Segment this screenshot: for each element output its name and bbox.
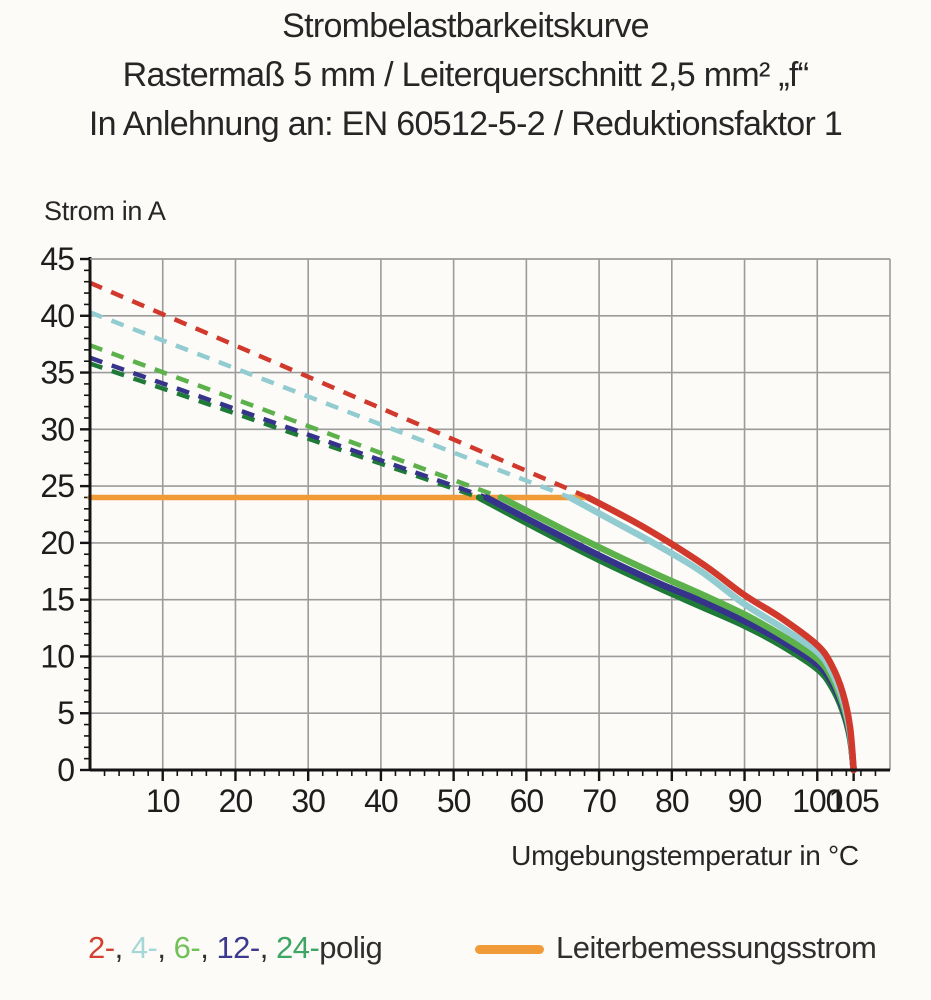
x-tick-label: 80 (655, 783, 689, 819)
legend-pole-label: 2- (88, 930, 115, 965)
x-tick-label: 20 (219, 783, 253, 819)
legend-pole-label: , (157, 930, 174, 965)
x-tick-label: 90 (728, 783, 762, 819)
y-tick-label: 25 (40, 468, 74, 504)
y-tick-label: 0 (57, 752, 74, 788)
rated-current-line-swatch (475, 945, 544, 954)
legend-pole-label: 6- (173, 930, 201, 965)
y-tick-label: 20 (40, 525, 74, 561)
x-tick-label: 70 (582, 783, 616, 819)
x-tick-label: 105 (828, 783, 879, 819)
chart-title: Strombelastbarkeitskurve (282, 7, 649, 45)
x-tick-label: 100 (792, 783, 843, 819)
x-tick-label: 60 (510, 783, 544, 819)
chart-subtitle-raster: Rastermaß 5 mm / Leiterquerschnitt 2,5 m… (122, 56, 809, 94)
y-tick-label: 35 (40, 355, 74, 391)
legend-pole-label: 12- (216, 930, 260, 965)
legend-pole-label: , (259, 930, 276, 965)
chart-subtitle-norm: In Anlehnung an: EN 60512-5-2 / Reduktio… (88, 105, 843, 143)
rated-current-label: Leiterbemessungsstrom (556, 930, 877, 965)
legend-pole-label: 4- (130, 930, 158, 965)
legend-pole-label: polig (319, 930, 383, 965)
legend-pole-counts: 2-, 4-, 6-, 12-, 24-polig (88, 930, 383, 966)
curve-dashed-4-polig (89, 310, 571, 500)
y-tick-label: 10 (40, 638, 74, 674)
x-axis-title: Umgebungstemperatur in °C (511, 840, 859, 871)
curve-dashed-6-polig (89, 343, 502, 500)
curve-solid-2-polig (584, 494, 857, 774)
x-tick-label: 40 (364, 783, 398, 819)
curve-dashed-24-polig (89, 361, 480, 500)
curve-solid-4-polig (566, 494, 857, 774)
y-tick-label: 45 (40, 241, 74, 277)
x-tick-label: 50 (437, 783, 471, 819)
legend-pole-label: , (114, 930, 131, 965)
title-block: Strombelastbarkeitskurve Rastermaß 5 mm … (0, 2, 931, 149)
x-tick-label: 30 (291, 783, 325, 819)
y-axis-title: Strom in A (44, 196, 166, 226)
legend-pole-label: , (200, 930, 217, 965)
x-tick-label: 10 (146, 783, 180, 819)
y-tick-label: 15 (40, 582, 74, 618)
legend-pole-label: 24- (275, 930, 320, 965)
y-tick-label: 5 (57, 695, 74, 731)
curve-dashed-12-polig (89, 355, 488, 500)
legend: 2-, 4-, 6-, 12-, 24-polig Leiterbemessun… (0, 924, 931, 974)
y-tick-label: 30 (40, 411, 74, 447)
y-tick-label: 40 (40, 298, 74, 334)
